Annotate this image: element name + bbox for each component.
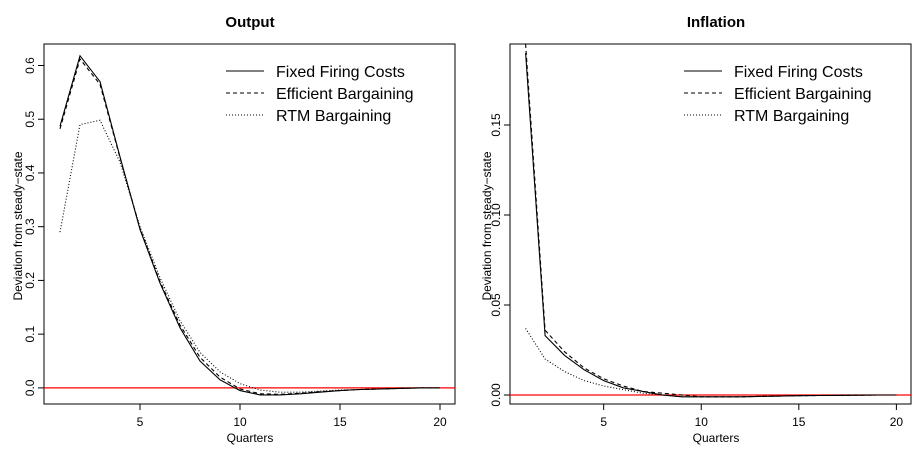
x-axis-label: Quarters [693,431,740,445]
y-tick-label: 0.2 [23,272,37,289]
x-tick-label: 20 [890,415,904,429]
x-tick-label: 10 [233,415,247,429]
series-line-solid [59,54,440,396]
x-tick-label: 5 [137,415,144,429]
x-tick-label: 15 [792,415,806,429]
series-line-dashed [525,44,897,398]
legend-label: RTM Bargaining [276,108,391,125]
legend-label: Efficient Bargaining [734,86,872,103]
plot-frame [509,43,912,405]
output-chart: Output Quarters Deviation from steady−st… [11,14,456,445]
chart-title: Inflation [687,14,745,31]
y-tick-label: 0.0 [23,379,37,396]
y-tick-label: 0.05 [489,293,503,317]
x-tick-label: 10 [695,415,709,429]
legend-label: Fixed Firing Costs [276,64,405,81]
y-tick-label: 0.6 [23,57,37,74]
plot-frame [43,43,456,405]
series-line-dotted [59,119,440,393]
y-tick-label: 0.10 [489,203,503,227]
x-tick-label: 5 [600,415,607,429]
chart-title: Output [225,14,274,31]
legend-label: Fixed Firing Costs [734,64,863,81]
y-axis-label: Deviation from steady−state [480,151,494,300]
y-tick-label: 0.5 [23,111,37,128]
series-line-dashed [59,57,440,395]
y-tick-label: 0.1 [23,325,37,342]
legend-label: RTM Bargaining [734,108,849,125]
inflation-chart: Inflation Quarters Deviation from steady… [480,14,912,445]
x-tick-label: 20 [433,415,447,429]
y-tick-label: 0.00 [489,383,503,407]
legend-label: Efficient Bargaining [276,86,414,103]
series-line-solid [525,52,897,398]
y-axis-label: Deviation from steady−state [11,151,25,300]
x-axis-label: Quarters [227,431,274,445]
y-tick-label: 0.3 [23,218,37,235]
x-tick-label: 15 [333,415,347,429]
series-line-dotted [525,328,897,398]
y-tick-label: 0.4 [23,164,37,181]
y-tick-label: 0.15 [489,113,503,137]
